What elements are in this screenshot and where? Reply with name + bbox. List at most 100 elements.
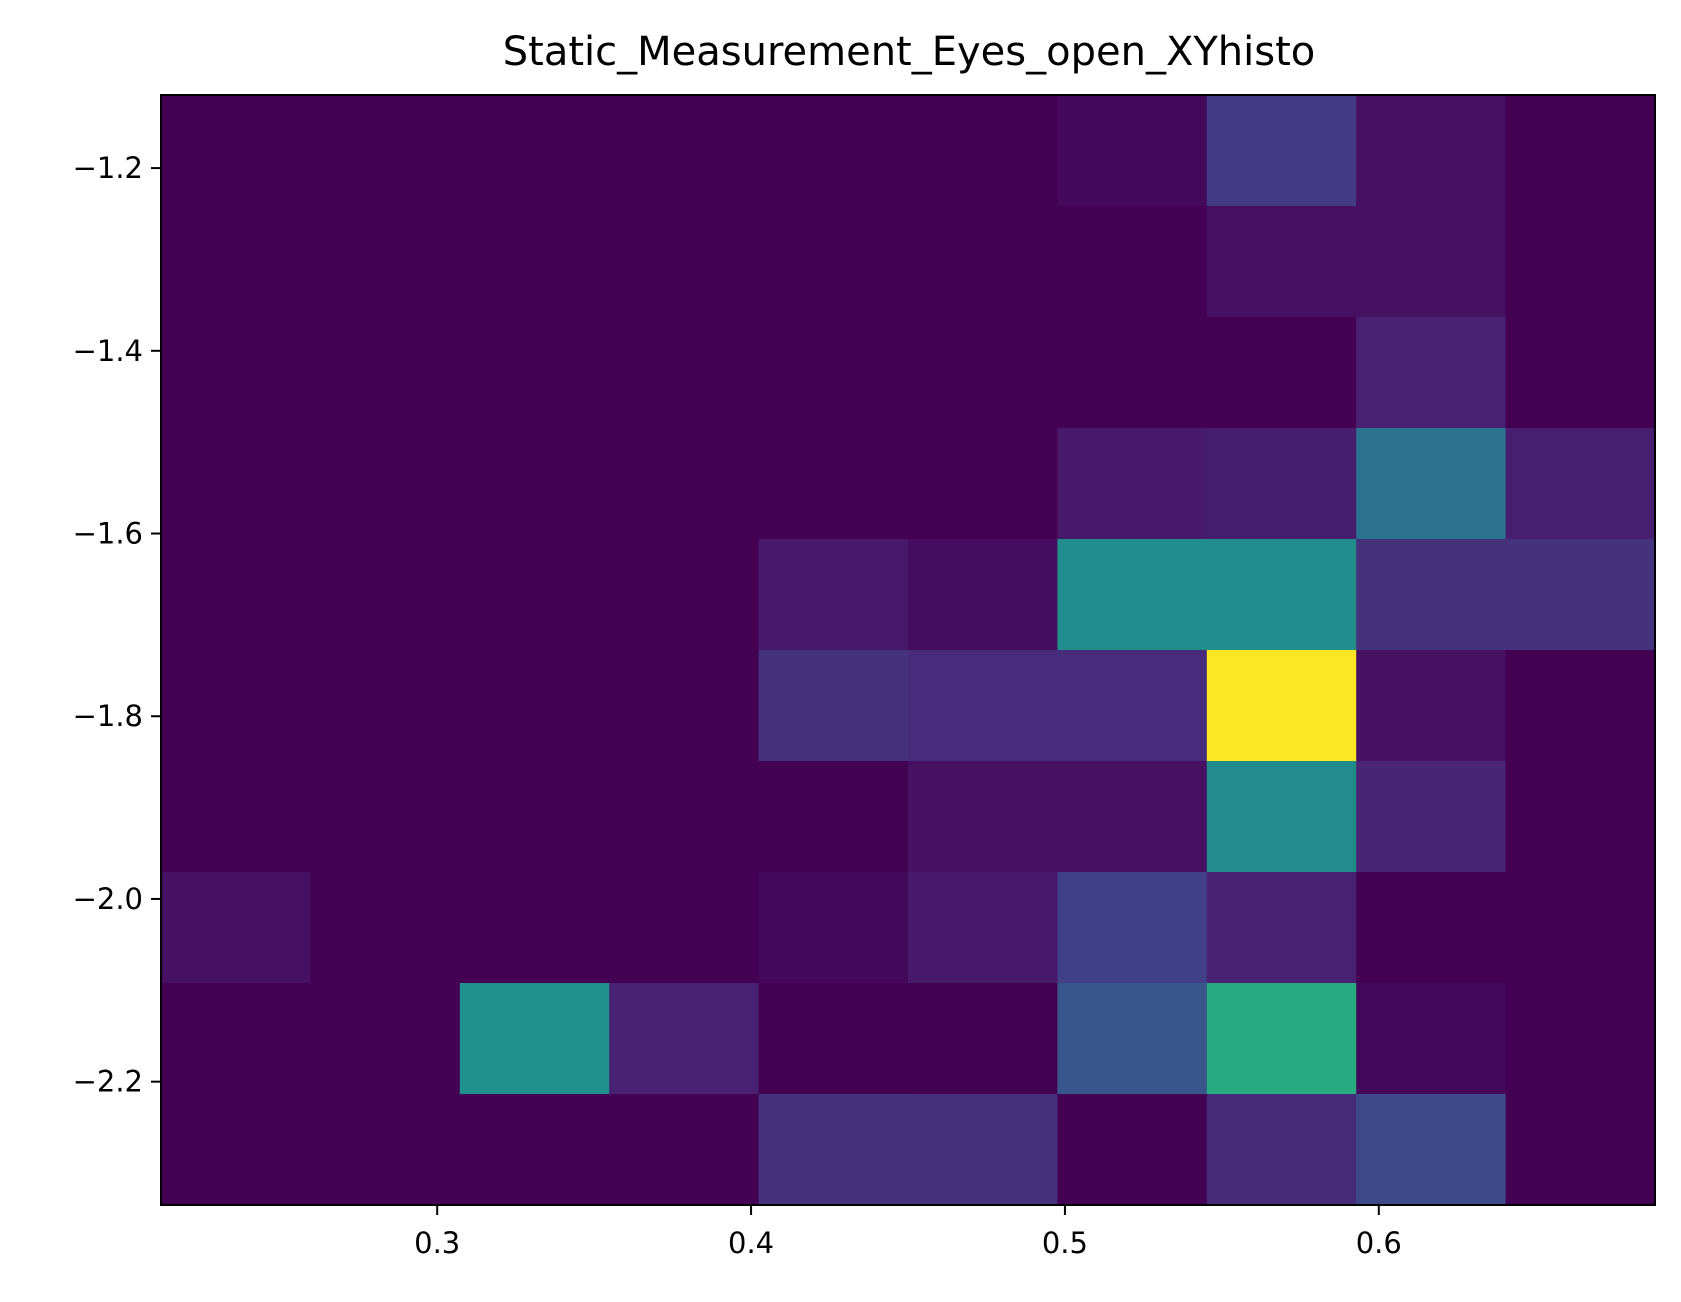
heatmap-cell-r3-c8 xyxy=(1356,428,1507,540)
heatmap-cell-r5-c0 xyxy=(161,650,311,762)
heatmap-cell-r4-c2 xyxy=(459,539,610,651)
x-tick-label-0: 0.3 xyxy=(414,1226,460,1260)
heatmap-cell-r9-c6 xyxy=(1057,1094,1208,1206)
heatmap-cell-r6-c7 xyxy=(1206,761,1357,873)
heatmap-cell-r8-c8 xyxy=(1356,983,1507,1095)
heatmap-cell-r4-c5 xyxy=(908,539,1058,651)
x-axis: 0.3 0.4 0.5 0.6 xyxy=(414,1205,1402,1260)
heatmap-cell-r5-c3 xyxy=(609,650,760,762)
heatmap-cell-r8-c2 xyxy=(459,983,610,1095)
heatmap-cell-r8-c4 xyxy=(758,983,909,1095)
heatmap-cell-r7-c7 xyxy=(1206,872,1357,984)
heatmap-cell-r6-c8 xyxy=(1356,761,1507,873)
heatmap-cell-r2-c2 xyxy=(459,317,610,429)
x-tick-label-2: 0.5 xyxy=(1042,1226,1088,1260)
heatmap-cell-r5-c6 xyxy=(1057,650,1208,762)
heatmap-cell-r3-c0 xyxy=(161,428,311,540)
heatmap-cell-r0-c1 xyxy=(310,95,461,207)
heatmap-cell-r7-c1 xyxy=(310,872,461,984)
heatmap-cell-r9-c9 xyxy=(1505,1094,1656,1206)
x-tick-label-1: 0.4 xyxy=(728,1226,774,1260)
heatmap-cell-r6-c6 xyxy=(1057,761,1208,873)
heatmap-cell-r8-c7 xyxy=(1206,983,1357,1095)
heatmap-cell-r2-c7 xyxy=(1206,317,1357,429)
y-tick-label-5: −2.2 xyxy=(73,1065,143,1099)
heatmap-cell-r0-c6 xyxy=(1057,95,1208,207)
heatmap-cell-r0-c3 xyxy=(609,95,760,207)
heatmap-cell-r8-c0 xyxy=(161,983,311,1095)
heatmap-cell-r4-c1 xyxy=(310,539,461,651)
chart-title: Static_Measurement_Eyes_open_XYhisto xyxy=(503,29,1316,75)
heatmap-cell-r7-c3 xyxy=(609,872,760,984)
heatmap-cell-r7-c6 xyxy=(1057,872,1208,984)
heatmap-cell-r4-c4 xyxy=(758,539,909,651)
heatmap-cell-r3-c2 xyxy=(459,428,610,540)
heatmap-cell-r5-c1 xyxy=(310,650,461,762)
heatmap-cell-r2-c9 xyxy=(1505,317,1656,429)
y-tick-label-4: −2.0 xyxy=(73,882,143,916)
heatmap-cell-r4-c7 xyxy=(1206,539,1357,651)
heatmap-cell-r0-c5 xyxy=(908,95,1058,207)
heatmap-cell-r9-c0 xyxy=(161,1094,311,1206)
heatmap-cell-r1-c1 xyxy=(310,206,461,318)
heatmap-cell-r1-c4 xyxy=(758,206,909,318)
heatmap-cell-r8-c3 xyxy=(609,983,760,1095)
heatmap-cell-r7-c2 xyxy=(459,872,610,984)
heatmap-cell-r8-c1 xyxy=(310,983,461,1095)
heatmap-cell-r4-c9 xyxy=(1505,539,1656,651)
y-tick-label-2: −1.6 xyxy=(73,517,143,551)
heatmap-cell-r1-c6 xyxy=(1057,206,1208,318)
heatmap-cell-r9-c1 xyxy=(310,1094,461,1206)
heatmap-cell-r1-c8 xyxy=(1356,206,1507,318)
heatmap-cells xyxy=(161,95,1656,1206)
heatmap-cell-r1-c7 xyxy=(1206,206,1357,318)
heatmap-cell-r3-c4 xyxy=(758,428,909,540)
heatmap-cell-r1-c2 xyxy=(459,206,610,318)
heatmap-cell-r1-c9 xyxy=(1505,206,1656,318)
heatmap-cell-r6-c2 xyxy=(459,761,610,873)
plot-frame xyxy=(160,94,1656,1206)
heatmap-cell-r3-c6 xyxy=(1057,428,1208,540)
y-tick-label-3: −1.8 xyxy=(73,699,143,733)
heatmap-cell-r0-c9 xyxy=(1505,95,1656,207)
heatmap-cell-r1-c3 xyxy=(609,206,760,318)
heatmap-cell-r6-c0 xyxy=(161,761,311,873)
heatmap-cell-r2-c1 xyxy=(310,317,461,429)
heatmap-cell-r3-c5 xyxy=(908,428,1058,540)
heatmap-cell-r6-c9 xyxy=(1505,761,1656,873)
heatmap-cell-r7-c8 xyxy=(1356,872,1507,984)
heatmap-cell-r3-c7 xyxy=(1206,428,1357,540)
heatmap-cell-r5-c7 xyxy=(1206,650,1357,762)
heatmap-cell-r5-c4 xyxy=(758,650,909,762)
heatmap-cell-r0-c0 xyxy=(161,95,311,207)
heatmap-cell-r4-c3 xyxy=(609,539,760,651)
heatmap-cell-r3-c3 xyxy=(609,428,760,540)
heatmap-cell-r2-c0 xyxy=(161,317,311,429)
heatmap-cell-r8-c6 xyxy=(1057,983,1208,1095)
heatmap-cell-r9-c7 xyxy=(1206,1094,1357,1206)
heatmap-cell-r2-c5 xyxy=(908,317,1058,429)
heatmap-cell-r7-c9 xyxy=(1505,872,1656,984)
heatmap-cell-r7-c0 xyxy=(161,872,311,984)
heatmap-cell-r0-c7 xyxy=(1206,95,1357,207)
heatmap-cell-r4-c0 xyxy=(161,539,311,651)
heatmap-cell-r4-c6 xyxy=(1057,539,1208,651)
heatmap-cell-r5-c5 xyxy=(908,650,1058,762)
heatmap-cell-r6-c3 xyxy=(609,761,760,873)
heatmap-cell-r3-c1 xyxy=(310,428,461,540)
heatmap-cell-r5-c8 xyxy=(1356,650,1507,762)
heatmap-cell-r2-c8 xyxy=(1356,317,1507,429)
heatmap-cell-r0-c4 xyxy=(758,95,909,207)
heatmap-cell-r9-c3 xyxy=(609,1094,760,1206)
heatmap-cell-r6-c4 xyxy=(758,761,909,873)
heatmap-cell-r9-c5 xyxy=(908,1094,1058,1206)
heatmap-cell-r7-c5 xyxy=(908,872,1058,984)
heatmap-cell-r0-c2 xyxy=(459,95,610,207)
heatmap-cell-r9-c8 xyxy=(1356,1094,1507,1206)
heatmap-cell-r5-c2 xyxy=(459,650,610,762)
heatmap-cell-r4-c8 xyxy=(1356,539,1507,651)
y-tick-label-1: −1.4 xyxy=(73,334,143,368)
heatmap-cell-r6-c1 xyxy=(310,761,461,873)
heatmap-cell-r0-c8 xyxy=(1356,95,1507,207)
